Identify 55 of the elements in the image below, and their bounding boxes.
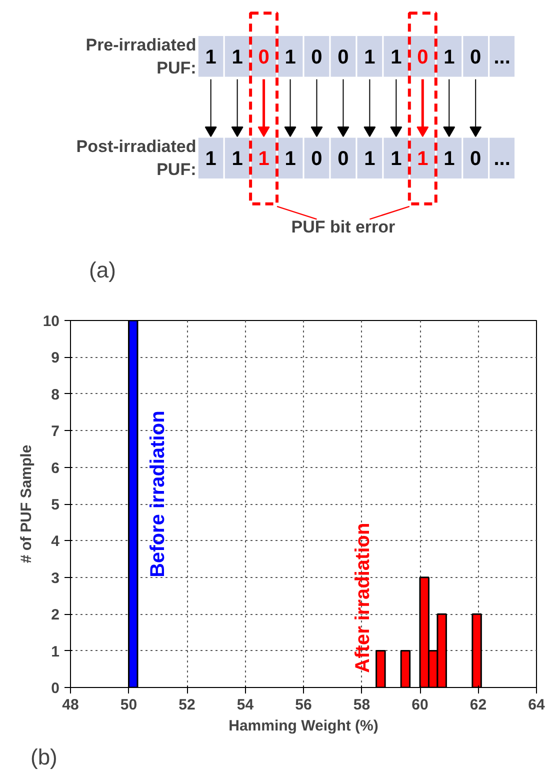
- y-tick-label: 2: [51, 606, 60, 624]
- x-tick-label: 54: [236, 696, 254, 714]
- data-label: 1: [444, 46, 455, 68]
- data-label: 1: [417, 148, 428, 170]
- text: ...: [494, 46, 510, 68]
- y-tick-label: 7: [51, 423, 60, 440]
- y-tick-label: Pre-irradiated PUF:: [86, 35, 196, 78]
- data-label: 0: [470, 148, 482, 170]
- data-label: 1: [232, 148, 243, 170]
- x-axis-title: Hamming Weight (%): [228, 718, 378, 734]
- data-label: 1: [284, 46, 296, 68]
- x-tick-label: 58: [353, 696, 370, 714]
- data-label: 0: [258, 46, 270, 68]
- data-label: 1: [258, 148, 270, 170]
- data-label: 1: [364, 148, 376, 170]
- bar: [400, 650, 411, 688]
- data-label: 1: [444, 148, 455, 170]
- data-label: 1: [390, 46, 402, 68]
- y-tick-label: 10: [42, 313, 60, 330]
- text: After irradiation: [352, 522, 374, 673]
- data-label: 0: [338, 148, 349, 170]
- data-label: 1: [364, 46, 376, 68]
- data-label: 0: [470, 46, 482, 68]
- x-tick-label: 64: [528, 696, 546, 714]
- data-label: 1: [205, 46, 216, 68]
- y-tick-label: 1: [51, 643, 60, 660]
- y-axis-title: # of PUF Sample: [18, 444, 35, 564]
- y-tick-label: 6: [51, 460, 60, 477]
- y-tick-label: 9: [51, 350, 60, 367]
- y-tick-label: 0: [51, 680, 60, 697]
- text: Before irradiation: [146, 410, 169, 578]
- data-label: 1: [205, 148, 216, 170]
- x-tick-label: 52: [178, 696, 196, 714]
- x-tick-label: 48: [62, 696, 79, 714]
- text: PUF bit error: [291, 217, 396, 236]
- x-tick-label: 50: [120, 696, 138, 714]
- data-label: 1: [232, 46, 243, 68]
- y-tick-label: Post-irradiated PUF:: [76, 137, 196, 180]
- data-label: 0: [417, 46, 428, 68]
- data-label: 0: [338, 46, 349, 68]
- data-label: 0: [311, 46, 322, 68]
- data-label: 1: [284, 148, 296, 170]
- text: ...: [494, 148, 510, 170]
- data-label: 1: [390, 148, 402, 170]
- text: (b): [30, 744, 58, 770]
- x-tick-label: 60: [412, 696, 428, 714]
- x-tick-label: 56: [295, 696, 312, 714]
- bar: [376, 650, 386, 688]
- text: (a): [89, 258, 116, 283]
- y-tick-label: 5: [51, 496, 60, 514]
- y-tick-label: 8: [51, 386, 60, 404]
- y-tick-label: 4: [51, 533, 60, 550]
- data-label: 0: [311, 148, 322, 170]
- y-tick-label: 3: [51, 570, 60, 587]
- x-tick-label: 62: [470, 696, 487, 714]
